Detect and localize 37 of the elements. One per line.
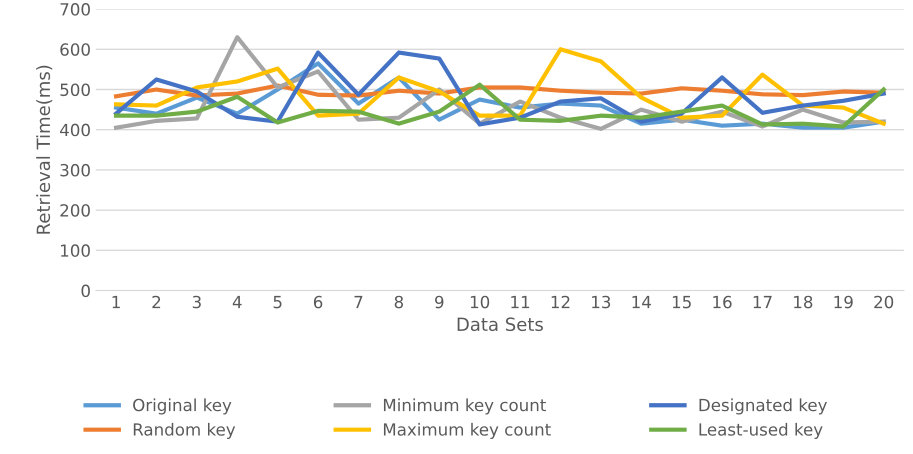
- x-tick-label: 4: [232, 296, 242, 308]
- legend-label: Minimum key count: [384, 398, 546, 415]
- x-tick-label: 12: [552, 296, 570, 308]
- legend-label: Least-used key: [700, 422, 823, 439]
- y-tick-label: 100: [61, 244, 90, 257]
- x-tick-label: 7: [354, 296, 362, 308]
- y-tick-label: 400: [60, 124, 90, 136]
- x-tick-label: 19: [834, 296, 853, 308]
- legend-label: Designated key: [700, 398, 827, 415]
- line-series: [114, 82, 886, 129]
- x-tick-label: 2: [152, 296, 160, 308]
- x-tick-label: 3: [192, 296, 201, 308]
- x-tick-label: 20: [874, 296, 894, 308]
- x-tick-label: 16: [713, 296, 732, 308]
- x-tick-label: 13: [592, 296, 610, 308]
- y-tick-label: 200: [60, 204, 90, 217]
- y-tick-label: 300: [60, 164, 90, 176]
- x-tick-label: 17: [754, 296, 772, 308]
- x-tick-label: 6: [314, 296, 322, 308]
- x-tick-label: 11: [511, 296, 530, 308]
- x-tick-label: 1: [112, 296, 120, 308]
- x-tick-label: 15: [672, 296, 691, 308]
- x-tick-label: 18: [794, 296, 812, 308]
- x-tick-label: 5: [274, 296, 282, 308]
- x-tick-label: 9: [435, 296, 444, 308]
- legend-label: Random key: [134, 422, 236, 439]
- x-axis-title: Data Sets: [458, 317, 543, 332]
- y-tick-label: 600: [60, 43, 90, 56]
- legend-label: Original key: [133, 398, 232, 415]
- x-tick-label: 8: [394, 296, 404, 308]
- y-tick-label: 0: [82, 284, 90, 298]
- x-tick-label: 14: [632, 296, 651, 308]
- legend-label: Maximum key count: [384, 422, 551, 439]
- y-axis-title: Retrieval Time(ms): [36, 66, 52, 234]
- y-tick-label: 500: [60, 83, 90, 96]
- y-tick-label: 700: [60, 3, 90, 16]
- x-tick-label: 10: [470, 296, 490, 308]
